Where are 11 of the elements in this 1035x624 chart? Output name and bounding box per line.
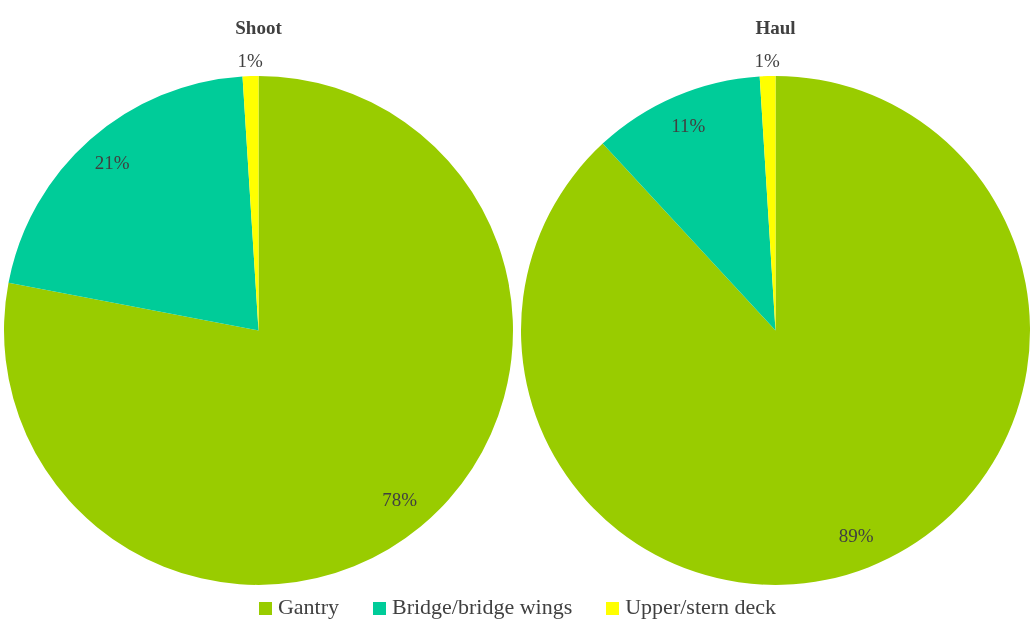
data-label: 89% <box>838 524 874 546</box>
chart-title: Haul <box>755 17 796 39</box>
data-label: 78% <box>382 488 418 510</box>
data-label: 11% <box>671 114 706 136</box>
data-label: 21% <box>94 152 130 174</box>
chart-title: Shoot <box>235 17 283 39</box>
legend-label: Gantry <box>276 594 339 620</box>
data-label: 1% <box>754 50 780 72</box>
legend-label: Bridge/bridge wings <box>390 594 573 620</box>
data-label: 1% <box>237 50 263 72</box>
legend-label: Upper/stern deck <box>624 594 777 620</box>
